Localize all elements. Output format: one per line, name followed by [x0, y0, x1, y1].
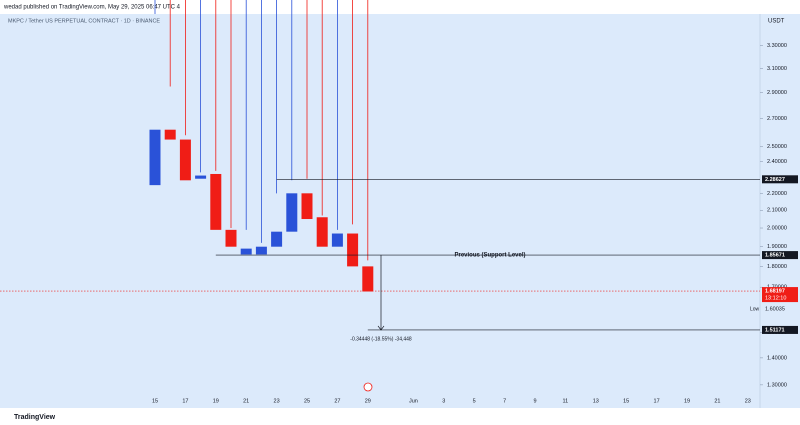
x-tick-label: 29	[365, 398, 371, 404]
y-tick-label: 2.40000	[767, 159, 787, 165]
level-label: Previous (Support Level)	[454, 253, 525, 259]
x-tick-label: 19	[684, 398, 690, 404]
candle-body	[286, 193, 298, 232]
publisher: wedad published on TradingView.com, May …	[3, 5, 181, 11]
y-tick-label: 1.80000	[767, 264, 787, 270]
candle-body	[179, 139, 191, 181]
x-tick-label: 17	[654, 398, 660, 404]
y-tick-label: 2.00000	[767, 225, 787, 231]
low-label: Low	[750, 307, 760, 313]
x-tick-label: 3	[442, 398, 445, 404]
y-tick-label: 2.70000	[767, 116, 787, 122]
candle-body	[316, 217, 328, 247]
low-price: 1.60035	[765, 307, 785, 313]
candle-body	[210, 173, 222, 230]
candle-body	[240, 248, 252, 255]
countdown: 13:12:10	[765, 296, 786, 302]
x-tick-label: 21	[243, 398, 249, 404]
x-tick-label: 27	[334, 398, 340, 404]
level-price: 2.28627	[765, 177, 785, 183]
x-tick-label: 19	[213, 398, 219, 404]
x-tick-label: 7	[503, 398, 506, 404]
y-tick-label: 1.30000	[767, 382, 787, 388]
x-tick-label: 21	[714, 398, 720, 404]
y-tick-label: 2.20000	[767, 191, 787, 197]
last-price-box	[762, 287, 798, 303]
event-icon	[363, 382, 373, 392]
x-tick-label: 15	[623, 398, 629, 404]
chart-title: MKPC / Tether US PERPETUAL CONTRACT · 1D…	[8, 18, 160, 24]
x-tick-label: 25	[304, 398, 310, 404]
x-tick-label: 23	[745, 398, 751, 404]
plot-background	[0, 14, 800, 408]
x-tick-label: Jun	[409, 398, 418, 404]
currency: USDT	[768, 19, 785, 25]
y-tick-label: 2.90000	[767, 90, 787, 96]
y-tick-label: 1.90000	[767, 244, 787, 250]
candle-body	[149, 129, 161, 186]
x-tick-label: 11	[563, 398, 569, 404]
x-tick-label: 23	[274, 398, 280, 404]
y-tick-label: 1.40000	[767, 355, 787, 361]
level-price: 1.51171	[765, 327, 785, 333]
y-tick-label: 2.10000	[767, 208, 787, 214]
y-tick-label: 3.30000	[767, 43, 787, 49]
level-price-box	[762, 175, 798, 184]
candle-body	[271, 231, 283, 247]
x-tick-label: 13	[593, 398, 599, 404]
level-price-box	[762, 325, 798, 334]
candle-body	[362, 266, 374, 292]
x-tick-label: 9	[533, 398, 536, 404]
candle-body	[347, 233, 359, 267]
last-price: 1.68197	[765, 289, 785, 295]
candle-body	[301, 193, 313, 220]
candle-body	[331, 233, 343, 247]
level-price-box	[762, 251, 798, 260]
y-tick-label: 2.50000	[767, 144, 787, 150]
y-tick-label: 3.10000	[767, 66, 787, 72]
measure-arrow	[377, 325, 385, 331]
candle-body	[255, 246, 267, 255]
level-price: 1.85671	[765, 253, 785, 259]
x-tick-label: 15	[152, 398, 158, 404]
candle-body	[225, 229, 237, 247]
measure-label: -0.34448 (-18.55%) -34,448	[350, 336, 412, 342]
x-tick-label: 5	[473, 398, 476, 404]
candle-body	[164, 129, 176, 140]
x-tick-label: 17	[182, 398, 188, 404]
brand: TradingView	[14, 414, 56, 421]
candle-body	[195, 175, 207, 179]
